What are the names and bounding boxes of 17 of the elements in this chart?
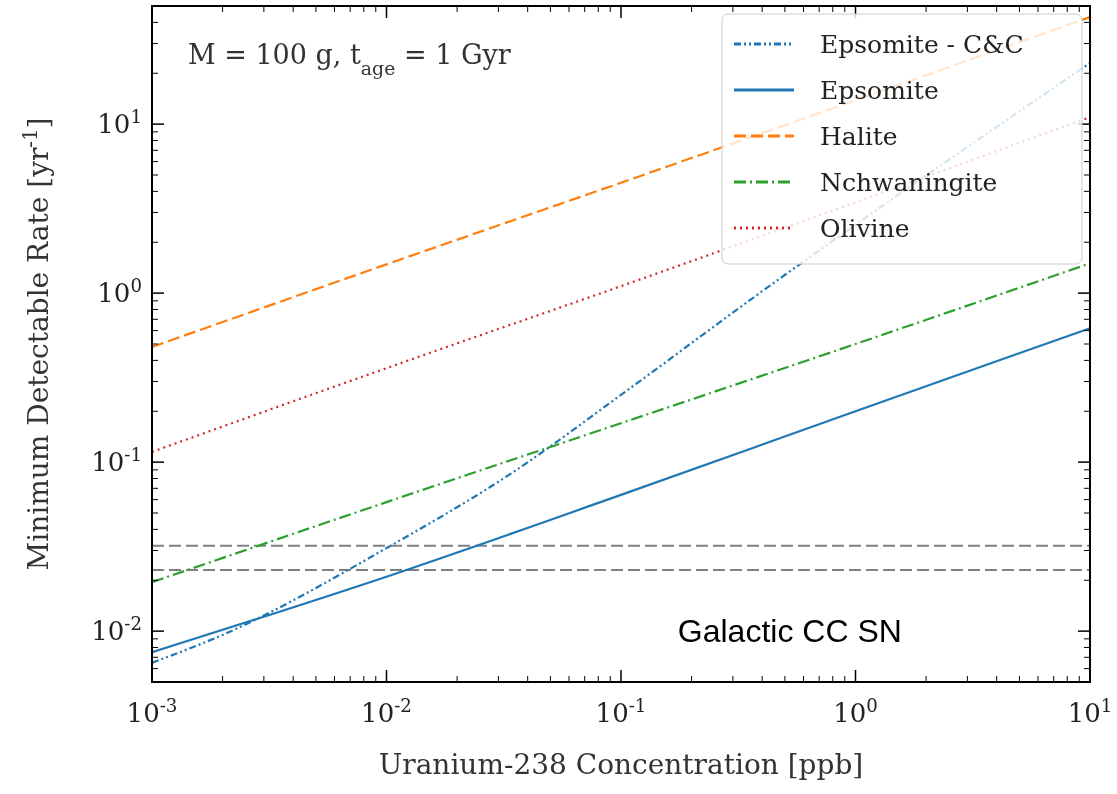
x-tick-label: 10$^{-1}$ — [595, 694, 647, 728]
annotation: M = 100 g, t$_{age}$ = 1 Gyr — [188, 39, 511, 79]
y-tick-label: 10$^{0}$ — [97, 274, 142, 309]
x-axis-title: Uranium-238 Concentration [ppb] — [378, 748, 864, 781]
legend-label: Epsomite — [820, 76, 939, 105]
y-tick-label: 10$^{-1}$ — [91, 443, 142, 478]
legend-label: Epsomite - C&C — [820, 30, 1024, 59]
annotation: Galactic CC SN — [677, 613, 902, 649]
x-tick-label: 10$^{-3}$ — [126, 694, 178, 728]
x-tick-label: 10$^{1}$ — [1067, 694, 1113, 728]
y-tick-label: 10$^{1}$ — [97, 105, 142, 140]
x-tick-label: 10$^{0}$ — [833, 694, 878, 728]
legend-label: Nchwaningite — [820, 168, 998, 197]
x-tick-label: 10$^{-2}$ — [361, 694, 412, 728]
legend-label: Halite — [820, 122, 898, 151]
legend-label: Olivine — [820, 214, 910, 243]
y-tick-label: 10$^{-2}$ — [91, 612, 142, 647]
